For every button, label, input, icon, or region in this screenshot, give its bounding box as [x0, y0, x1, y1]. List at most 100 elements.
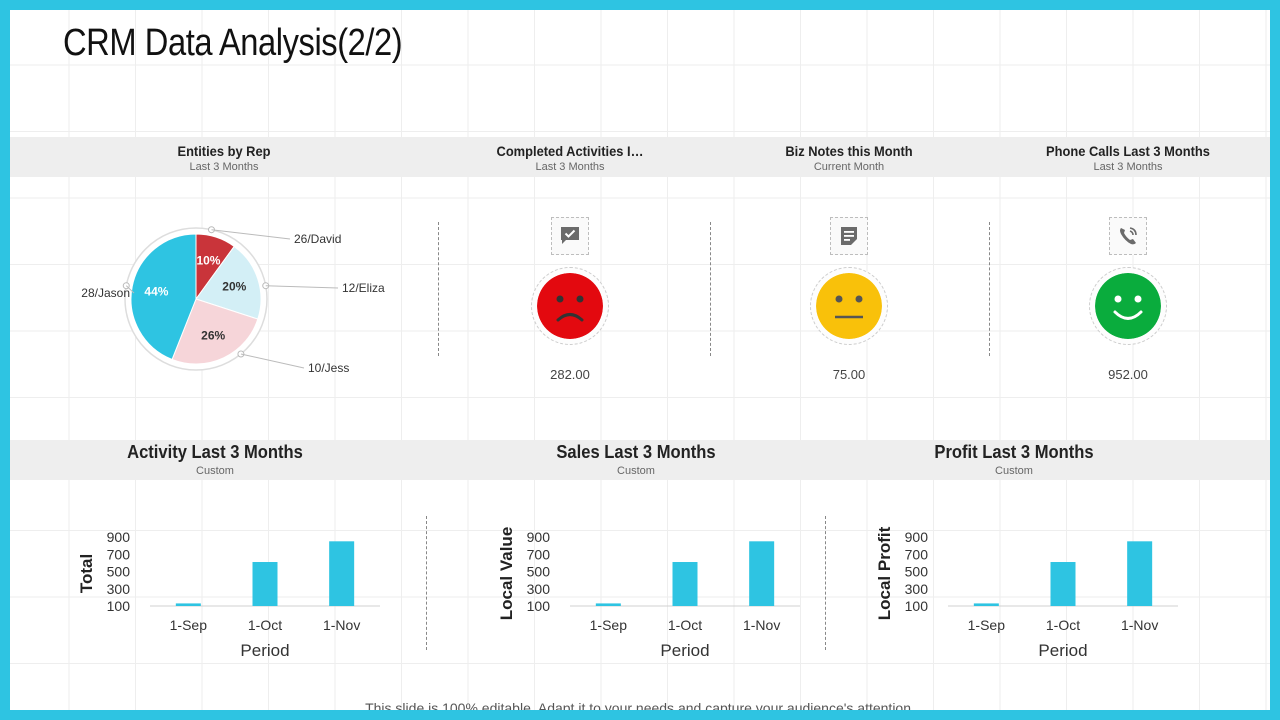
pie-slice: [130, 233, 197, 361]
bar: [973, 603, 999, 606]
pie-slice-label: 12/Eliza: [342, 281, 385, 295]
entities-header[interactable]: Entities by Rep Last 3 Months: [173, 143, 274, 173]
y-tick-label: 300: [107, 581, 131, 597]
x-tick-label: 1-Sep: [590, 617, 628, 633]
widget-title: Sales Last 3 Months: [556, 442, 716, 462]
slide: CRM Data Analysis(2/2) Entities by Rep L…: [10, 10, 1270, 710]
pie-leader-line: [265, 285, 339, 289]
x-tick-label: 1-Nov: [1121, 617, 1158, 633]
profit-header[interactable]: Profit Last 3 Months Custom: [927, 442, 1100, 477]
widget-title: Entities by Rep: [177, 143, 271, 159]
sales-header[interactable]: Sales Last 3 Months Custom: [549, 442, 722, 477]
y-tick-label: 700: [905, 546, 929, 562]
bar: [749, 541, 775, 606]
widget-title: Activity Last 3 Months: [127, 442, 303, 462]
y-tick-label: 700: [527, 546, 551, 562]
pie-pct-label: 26%: [201, 328, 225, 342]
bar: [175, 603, 201, 606]
widget-subtitle: Custom: [196, 465, 234, 477]
y-tick-label: 900: [107, 529, 131, 545]
bar: [329, 541, 355, 606]
widget-subtitle: Current Month: [813, 161, 885, 173]
widget-title: Completed Activities I…: [496, 143, 644, 159]
x-axis-title: Period: [1038, 641, 1087, 660]
bottom-header-band: [10, 440, 1270, 480]
y-tick-label: 900: [527, 529, 551, 545]
kpi-value: 75.00: [832, 367, 866, 382]
pie-pct-label: 10%: [196, 254, 220, 268]
pie-slice: [195, 245, 262, 320]
y-axis-title: Local Value: [497, 527, 516, 621]
pie-slice-label: 28/Jason: [81, 286, 130, 300]
bar: [1127, 541, 1153, 606]
top-header-band: [10, 137, 1270, 177]
widget-subtitle: Last 3 Months: [1093, 161, 1163, 173]
y-tick-label: 300: [905, 581, 929, 597]
pie-leader-line: [211, 229, 291, 240]
bar: [1050, 562, 1076, 606]
pie-leader-line: [125, 285, 135, 294]
happy-face-icon: [1095, 273, 1161, 339]
widget-subtitle: Custom: [617, 465, 655, 477]
x-tick-label: 1-Oct: [248, 617, 282, 633]
bar: [595, 603, 621, 606]
pie-pct-label: 20%: [222, 280, 246, 294]
bar: [672, 562, 698, 606]
widget-subtitle: Last 3 Months: [189, 161, 259, 173]
y-tick-label: 300: [527, 581, 551, 597]
y-tick-label: 100: [905, 598, 929, 614]
pie-slice-label: 10/Jess: [308, 361, 349, 375]
biznotes-header[interactable]: Biz Notes this Month Current Month: [780, 143, 918, 173]
y-tick-label: 100: [527, 598, 551, 614]
widget-title: Profit Last 3 Months: [934, 442, 1094, 462]
pie-pct-label: 44%: [144, 284, 168, 298]
widget-subtitle: Last 3 Months: [535, 161, 605, 173]
y-tick-label: 100: [107, 598, 131, 614]
widget-title: Phone Calls Last 3 Months: [1046, 143, 1210, 159]
x-tick-label: 1-Nov: [323, 617, 360, 633]
kpi-value: 282.00: [550, 367, 590, 382]
x-tick-label: 1-Nov: [743, 617, 780, 633]
y-tick-label: 500: [905, 564, 929, 580]
x-axis-title: Period: [240, 641, 289, 660]
kpi-value: 952.00: [1108, 367, 1148, 382]
pie-leader-line: [240, 353, 305, 369]
chat-check-icon: [551, 217, 589, 255]
entities-pie-chart: 10% 26/David 20% 12/Eliza 26% 10/Jess 44% 28/Ja…: [81, 226, 385, 375]
page-title: CRM Data Analysis(2/2): [63, 22, 403, 64]
kpi-face-ring: [810, 267, 888, 345]
neutral-face-icon: [816, 273, 882, 339]
divider: [426, 516, 427, 650]
phonecalls-header[interactable]: Phone Calls Last 3 Months Last 3 Months: [1039, 143, 1217, 173]
x-axis-title: Period: [660, 641, 709, 660]
x-tick-label: 1-Sep: [968, 617, 1006, 633]
sad-face-icon: [537, 273, 603, 339]
bar: [252, 562, 278, 606]
activity-header[interactable]: Activity Last 3 Months Custom: [119, 442, 310, 477]
divider: [438, 222, 439, 356]
divider: [825, 516, 826, 650]
completed-header[interactable]: Completed Activities I… Last 3 Months: [490, 143, 650, 173]
pie-slice-label: 26/David: [294, 232, 341, 246]
footer-note: This slide is 100% editable. Adapt it to…: [365, 700, 915, 710]
widget-subtitle: Custom: [995, 465, 1033, 477]
divider: [989, 222, 990, 356]
note-icon: [830, 217, 868, 255]
divider: [710, 222, 711, 356]
y-axis-title: Local Profit: [875, 526, 894, 620]
kpi-face-ring: [531, 267, 609, 345]
y-axis-title: Total: [77, 554, 96, 593]
x-tick-label: 1-Sep: [170, 617, 208, 633]
phone-icon: [1109, 217, 1147, 255]
kpi-face-ring: [1089, 267, 1167, 345]
y-tick-label: 500: [527, 564, 551, 580]
pie-slice: [171, 298, 259, 365]
x-tick-label: 1-Oct: [1046, 617, 1080, 633]
y-tick-label: 900: [905, 529, 929, 545]
y-tick-label: 700: [107, 546, 131, 562]
x-tick-label: 1-Oct: [668, 617, 702, 633]
widget-title: Biz Notes this Month: [785, 143, 913, 159]
